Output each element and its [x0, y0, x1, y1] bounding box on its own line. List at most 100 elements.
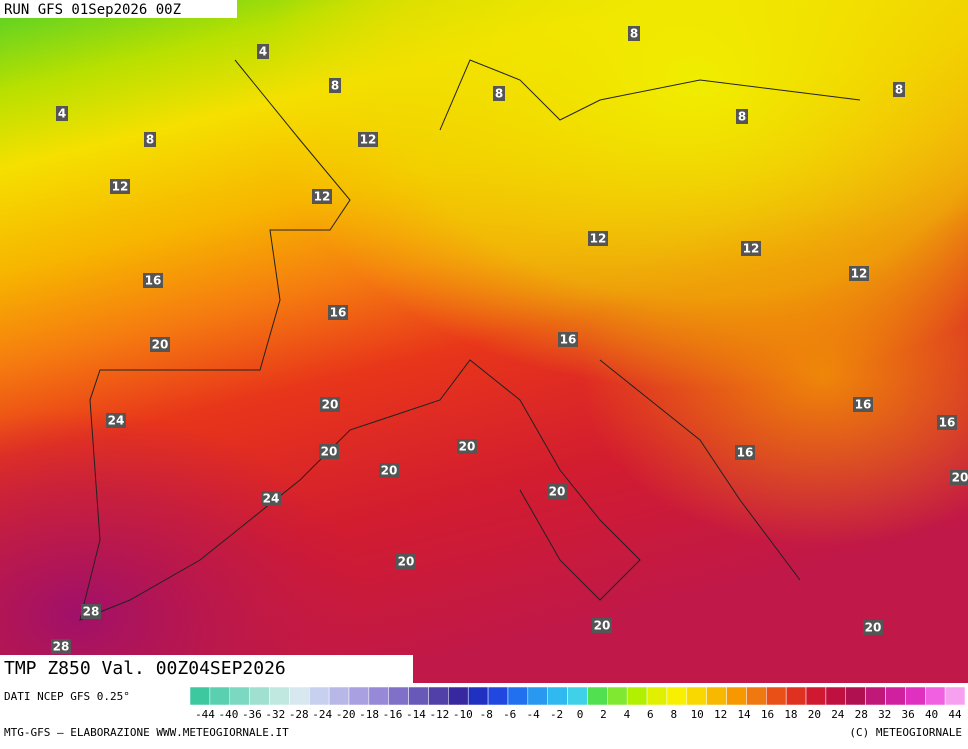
colorbar-label: -44 [195, 708, 215, 721]
contour-label: 20 [322, 398, 339, 412]
colorbar-swatch [805, 686, 827, 706]
colorbar-swatch [607, 686, 628, 706]
colorbar-swatch [289, 686, 310, 706]
colorbar-label: -14 [406, 708, 426, 721]
colorbar-swatch [726, 686, 747, 706]
colorbar-swatch [328, 686, 350, 706]
colorbar-label: -40 [219, 708, 239, 721]
colorbar-label: 20 [808, 708, 821, 721]
colorbar-label: -16 [383, 708, 403, 721]
contour-label-box [312, 189, 332, 204]
contour-label: 20 [459, 440, 476, 454]
colorbar-swatch [845, 686, 866, 706]
contour-label: 12 [590, 232, 607, 246]
colorbar-label: 24 [831, 708, 845, 721]
colorbar-label: 6 [647, 708, 654, 721]
colorbar-swatch [249, 686, 270, 706]
colorbar-label: -28 [289, 708, 309, 721]
colorbar-swatch [825, 686, 847, 706]
contour-label: 12 [851, 267, 868, 281]
contour-label-box [328, 305, 348, 320]
contour-label: 16 [855, 398, 872, 412]
contour-label-box [81, 604, 101, 619]
contour-label: 20 [952, 471, 968, 485]
colorbar-label: 0 [577, 708, 584, 721]
contour-label: 8 [331, 79, 339, 93]
colorbar-label: 40 [925, 708, 938, 721]
contour-label-box [144, 132, 156, 147]
colorbar-swatch [388, 686, 409, 706]
contour-label-box [628, 26, 640, 41]
contour-label-box [592, 618, 612, 633]
contour-label-box [863, 620, 883, 635]
colorbar-label: -20 [336, 708, 356, 721]
contour-label: 24 [108, 414, 125, 428]
colorbar-label: 32 [878, 708, 891, 721]
colorbar-label: 2 [600, 708, 607, 721]
contour-label-box [893, 82, 905, 97]
colorbar-label: -18 [359, 708, 379, 721]
contour-label: 12 [360, 133, 377, 147]
colorbar-swatch [785, 686, 807, 706]
colorbar-swatch [189, 686, 211, 706]
title-box [0, 655, 413, 683]
contour-label-box [257, 44, 269, 59]
colorbar-label: -6 [503, 708, 516, 721]
contour-label-box [150, 337, 170, 352]
colorbar-swatch [467, 686, 489, 706]
contour-label: 20 [321, 445, 338, 459]
colorbar-swatch [507, 686, 529, 706]
contour-label: 8 [146, 133, 154, 147]
contour-label-box [143, 273, 163, 288]
colorbar-label: 4 [624, 708, 631, 721]
coastline [79, 59, 861, 621]
colorbar-label: 16 [761, 708, 774, 721]
contour-label-box [457, 439, 477, 454]
contour-label-box [547, 484, 567, 499]
contour-label-box [106, 413, 126, 428]
colorbar-swatch [587, 686, 608, 706]
colorbar-swatch [905, 686, 926, 706]
colorbar-swatch [766, 686, 787, 706]
contour-label: 12 [743, 242, 760, 256]
colorbar-swatch [368, 686, 389, 706]
colorbar-label: 10 [691, 708, 704, 721]
colorbar-swatch [348, 686, 370, 706]
contour-label-box [320, 397, 340, 412]
colorbar-swatch [408, 686, 429, 706]
colorbar-swatch [209, 686, 230, 706]
contour-label-box [849, 266, 869, 281]
contour-label-box [558, 332, 578, 347]
contour-label-box [493, 86, 505, 101]
contour-label: 28 [53, 640, 70, 654]
contour-label-box [110, 179, 130, 194]
contour-label: 12 [314, 190, 331, 204]
contour-label: 8 [895, 83, 903, 97]
colorbar-swatch [428, 686, 449, 706]
colorbar-swatch [269, 686, 290, 706]
contour-label-box [736, 109, 748, 124]
contour-label: 16 [145, 274, 162, 288]
colorbar-swatch [686, 686, 707, 706]
colorbar-label: 28 [855, 708, 868, 721]
colorbar-swatch [885, 686, 906, 706]
contour-label: 20 [594, 619, 611, 633]
credit: MTG-GFS — ELABORAZIONE WWW.METEOGIORNALE… [4, 726, 289, 739]
copyright: (C) METEOGIORNALE [849, 726, 962, 739]
contour-label: 4 [58, 107, 66, 121]
contour-label-box [56, 106, 68, 121]
colorbar-swatch [229, 686, 250, 706]
colorbar-label: 36 [902, 708, 915, 721]
contour-label: 16 [939, 416, 956, 430]
contour-label-box [853, 397, 873, 412]
source: DATI NCEP GFS 0.25° [4, 690, 130, 703]
colorbar-swatch [308, 686, 330, 706]
contour-label: 20 [381, 464, 398, 478]
contour-label-box [735, 445, 755, 460]
colorbar-swatch [527, 686, 548, 706]
colorbar-swatch [746, 686, 767, 706]
contour-label: 8 [495, 87, 503, 101]
run-label: RUN GFS 01Sep2026 00Z [4, 2, 181, 18]
colorbar-swatch [944, 686, 966, 706]
contour-label: 8 [630, 27, 638, 41]
